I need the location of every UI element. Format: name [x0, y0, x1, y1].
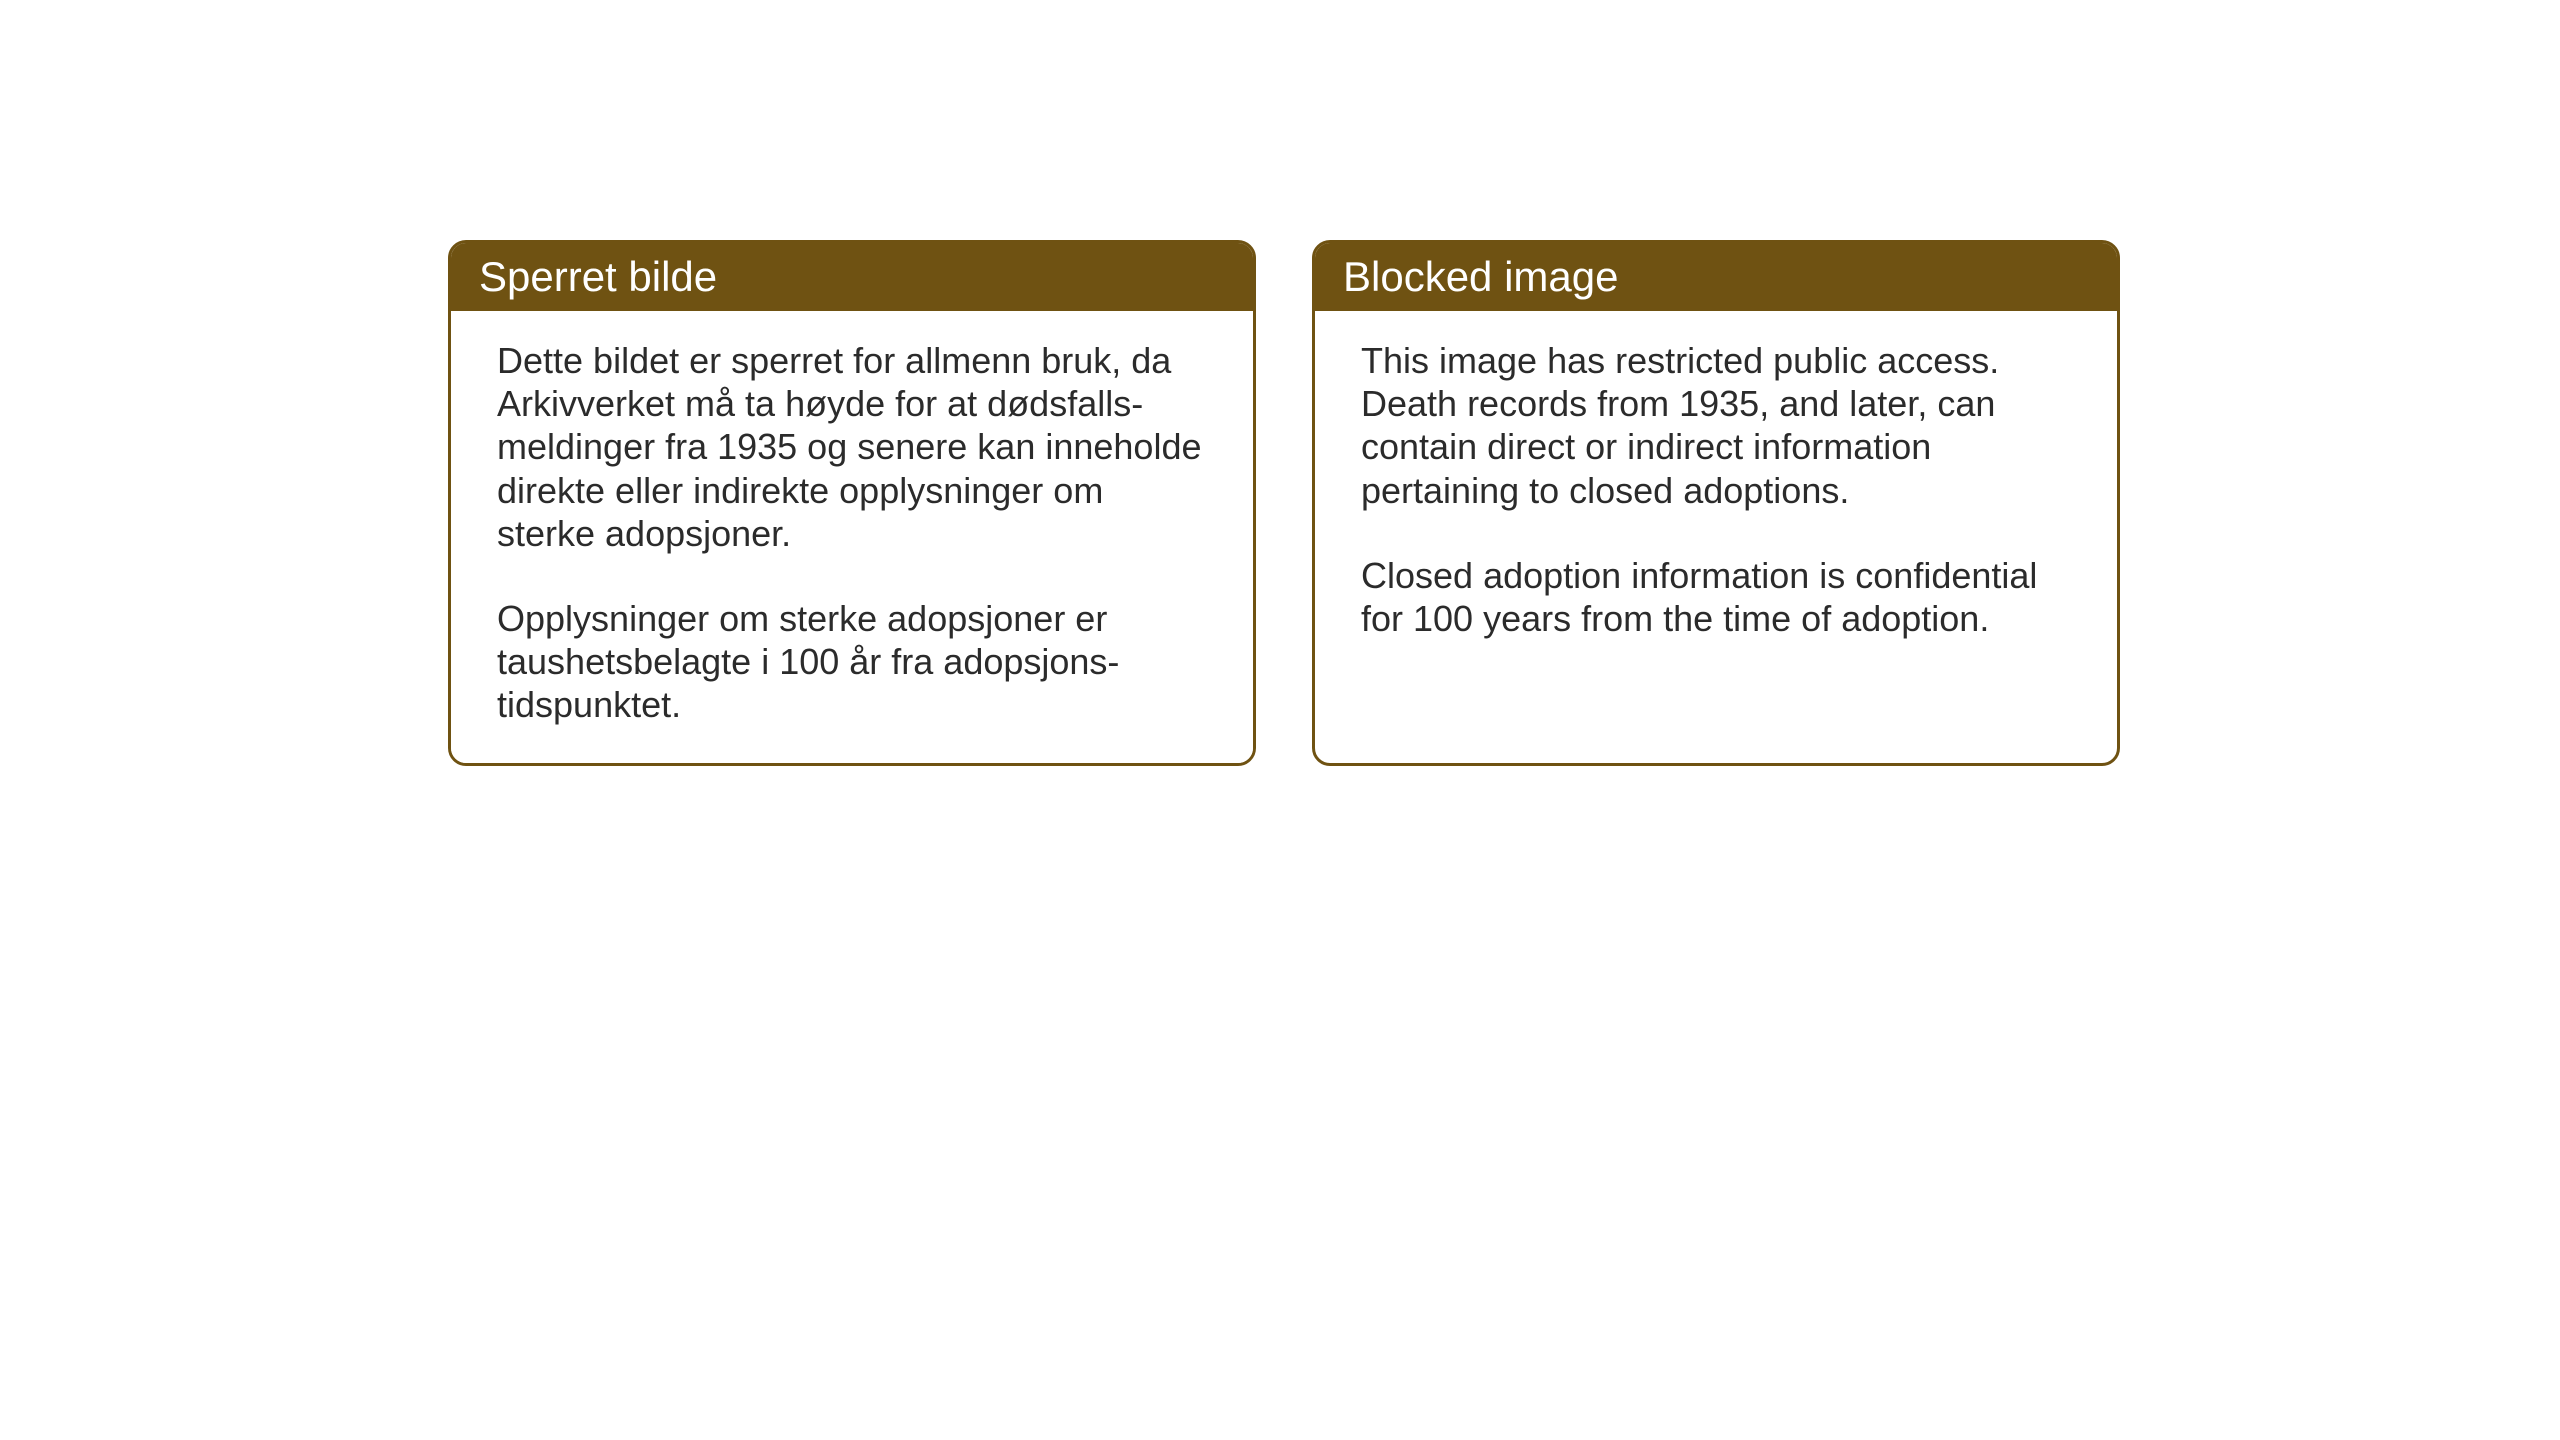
english-card-body: This image has restricted public access.… [1315, 311, 2117, 676]
english-paragraph-2: Closed adoption information is confident… [1361, 554, 2071, 640]
norwegian-paragraph-2: Opplysninger om sterke adopsjoner er tau… [497, 597, 1207, 727]
norwegian-paragraph-1: Dette bildet er sperret for allmenn bruk… [497, 339, 1207, 555]
english-notice-card: Blocked image This image has restricted … [1312, 240, 2120, 766]
notice-container: Sperret bilde Dette bildet er sperret fo… [448, 240, 2120, 766]
english-card-title: Blocked image [1315, 243, 2117, 311]
norwegian-card-body: Dette bildet er sperret for allmenn bruk… [451, 311, 1253, 763]
norwegian-notice-card: Sperret bilde Dette bildet er sperret fo… [448, 240, 1256, 766]
english-paragraph-1: This image has restricted public access.… [1361, 339, 2071, 512]
norwegian-card-title: Sperret bilde [451, 243, 1253, 311]
